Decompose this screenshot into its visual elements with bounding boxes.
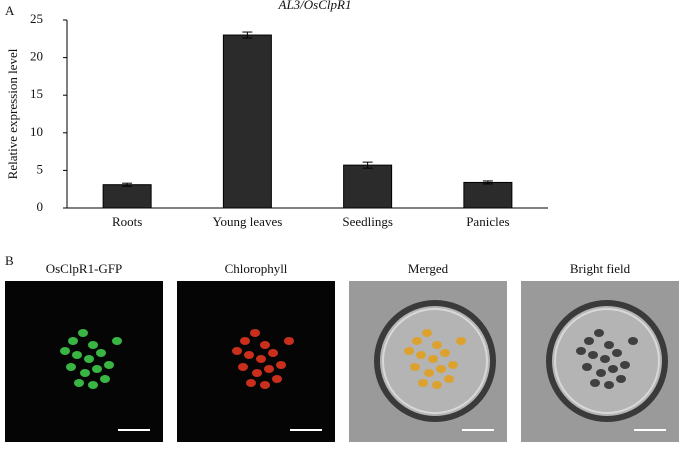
cell-inner xyxy=(554,308,660,414)
y-tick-label: 25 xyxy=(30,11,43,26)
chloroplast xyxy=(444,375,454,383)
chloroplast xyxy=(256,355,266,363)
error-bar xyxy=(362,161,373,169)
micrograph xyxy=(349,281,507,442)
chloroplast xyxy=(608,365,618,373)
chloroplast xyxy=(260,381,270,389)
image-background xyxy=(177,281,335,442)
x-tick-label: Seedlings xyxy=(342,214,393,229)
y-tick-label: 0 xyxy=(37,199,44,214)
chloroplast xyxy=(246,379,256,387)
y-tick-label: 15 xyxy=(30,86,43,101)
chloroplast xyxy=(232,347,242,355)
micrograph xyxy=(521,281,679,442)
chloroplast xyxy=(588,351,598,359)
chloroplast xyxy=(590,379,600,387)
chloroplast xyxy=(582,363,592,371)
y-axis-label: Relative expression level xyxy=(5,48,20,179)
chloroplast xyxy=(238,363,248,371)
chart-title: AL3/OsClpR1 xyxy=(278,0,352,12)
chloroplast xyxy=(410,363,420,371)
micrograph xyxy=(177,281,335,442)
chloroplast xyxy=(104,361,114,369)
chloroplast xyxy=(424,369,434,377)
bar xyxy=(463,181,513,209)
chloroplast xyxy=(100,375,110,383)
chloroplast xyxy=(72,351,82,359)
chloroplast xyxy=(448,361,458,369)
chloroplast xyxy=(88,381,98,389)
panel-label: A xyxy=(5,3,15,18)
chloroplast xyxy=(422,329,432,337)
image-label: OsClpR1-GFP xyxy=(46,261,123,276)
bar xyxy=(102,184,152,209)
error-bar xyxy=(122,182,133,187)
chloroplast xyxy=(260,341,270,349)
chloroplast xyxy=(612,349,622,357)
chloroplast xyxy=(66,363,76,371)
error-bar xyxy=(242,31,253,39)
chloroplast xyxy=(84,355,94,363)
chloroplast xyxy=(432,341,442,349)
micrograph xyxy=(5,281,163,442)
y-tick-label: 5 xyxy=(37,161,44,176)
chloroplast xyxy=(92,365,102,373)
cell-inner xyxy=(382,308,488,414)
chloroplast xyxy=(604,341,614,349)
error-bar xyxy=(482,180,493,185)
chloroplast xyxy=(436,365,446,373)
chloroplast xyxy=(78,329,88,337)
chloroplast xyxy=(596,369,606,377)
chloroplast xyxy=(240,337,250,345)
chloroplast xyxy=(264,365,274,373)
chloroplast xyxy=(428,355,438,363)
chloroplast xyxy=(616,375,626,383)
x-tick-label: Roots xyxy=(112,214,142,229)
x-tick-label: Young leaves xyxy=(212,214,282,229)
chloroplast xyxy=(418,379,428,387)
chloroplast xyxy=(620,361,630,369)
chloroplast xyxy=(576,347,586,355)
chloroplast xyxy=(584,337,594,345)
chloroplast xyxy=(268,349,278,357)
chloroplast xyxy=(456,337,466,345)
x-tick-label: Panicles xyxy=(466,214,509,229)
chloroplast xyxy=(432,381,442,389)
chloroplast xyxy=(74,379,84,387)
chloroplast xyxy=(244,351,254,359)
image-background xyxy=(5,281,163,442)
image-label: Chlorophyll xyxy=(225,261,288,276)
chloroplast xyxy=(404,347,414,355)
chloroplast xyxy=(416,351,426,359)
y-tick-label: 20 xyxy=(30,49,43,64)
chloroplast xyxy=(250,329,260,337)
bar xyxy=(343,164,393,209)
chloroplast xyxy=(252,369,262,377)
chloroplast xyxy=(604,381,614,389)
chloroplast xyxy=(60,347,70,355)
image-label: Merged xyxy=(408,261,449,276)
chloroplast xyxy=(284,337,294,345)
chloroplast xyxy=(628,337,638,345)
chloroplast xyxy=(88,341,98,349)
chloroplast xyxy=(80,369,90,377)
chloroplast xyxy=(68,337,78,345)
image-label: Bright field xyxy=(570,261,631,276)
chloroplast xyxy=(112,337,122,345)
bar xyxy=(222,34,272,209)
y-tick-label: 10 xyxy=(30,124,43,139)
panel-label: B xyxy=(5,253,14,268)
chloroplast xyxy=(600,355,610,363)
chloroplast xyxy=(96,349,106,357)
chloroplast xyxy=(412,337,422,345)
chloroplast xyxy=(594,329,604,337)
chloroplast xyxy=(272,375,282,383)
chloroplast xyxy=(276,361,286,369)
chloroplast xyxy=(440,349,450,357)
